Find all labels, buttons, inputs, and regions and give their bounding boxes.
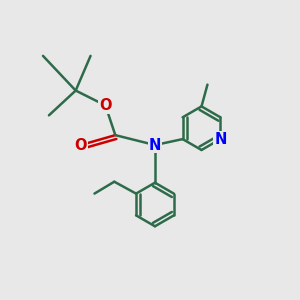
Text: O: O: [99, 98, 112, 113]
Text: N: N: [214, 132, 226, 147]
Text: N: N: [149, 137, 161, 152]
Text: O: O: [74, 137, 87, 152]
